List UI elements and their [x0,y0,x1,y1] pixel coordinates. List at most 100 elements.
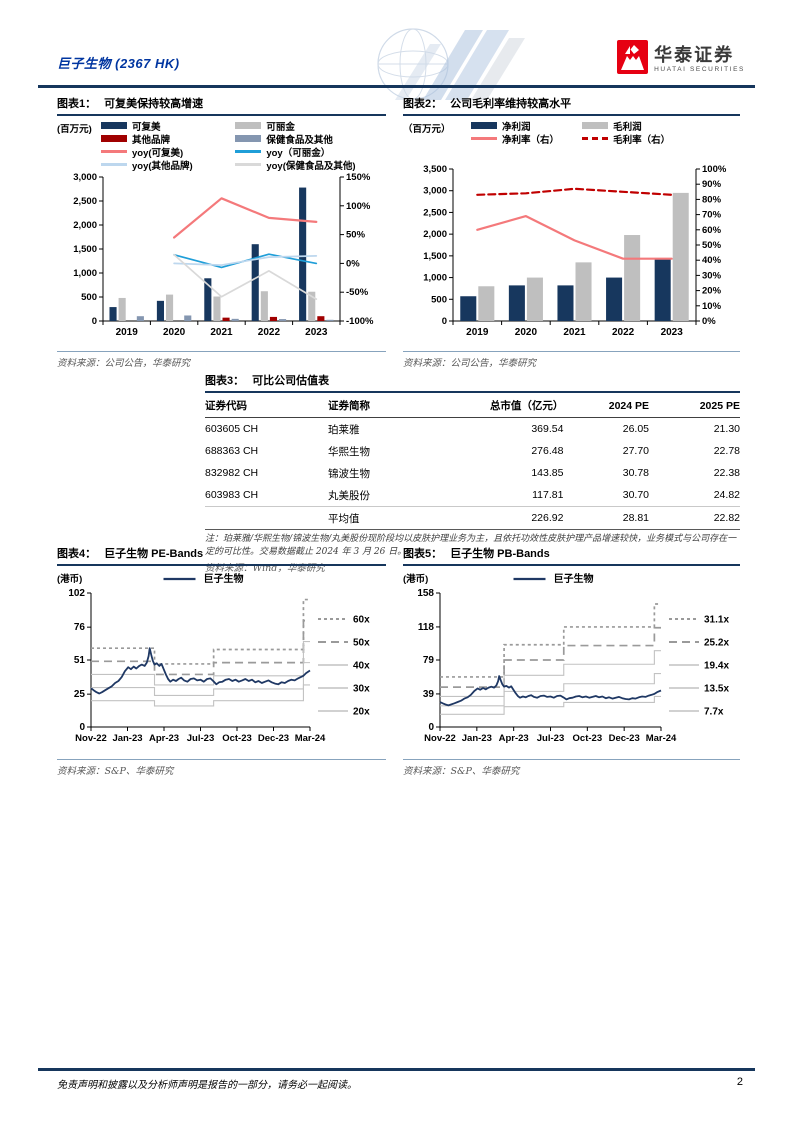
svg-text:100%: 100% [702,164,727,175]
page-number: 2 [736,1076,743,1088]
svg-text:25.2x: 25.2x [704,638,729,649]
legend-line-swatch [471,137,497,140]
huatai-logo-mark [617,40,649,79]
legend-item: yoy(其他品牌) [101,159,229,172]
figure2-title: 公司毛利率维持较高水平 [450,98,572,110]
svg-text:31.1x: 31.1x [704,615,729,626]
legend-label: 保健食品及其他 [266,134,333,146]
figure4-title: 巨子生物 PE-Bands [104,548,204,560]
svg-text:-50%: -50% [346,287,369,298]
legend-label: 毛利率（右） [613,134,671,146]
svg-text:2023: 2023 [305,327,328,338]
table-header-row: 证券代码 证券简称 总市值（亿元） 2024 PE 2025 PE [205,395,740,418]
svg-text:3,000: 3,000 [423,186,447,197]
svg-text:30x: 30x [353,684,370,695]
figure1-header: 图表1： 可复美保持较高增速 [57,95,386,116]
svg-text:Nov-22: Nov-22 [75,733,107,744]
svg-text:Dec-23: Dec-23 [609,733,640,744]
table-cell: 平均值 [328,506,441,530]
figure3-label: 图表3： [205,375,245,387]
footer-divider [38,1068,755,1071]
svg-text:2,500: 2,500 [423,207,447,218]
svg-text:2021: 2021 [210,327,233,338]
figure2-chart: （百万元） 净利润 毛利润 净利率（右） 毛利率（右） 0 500 1,000 1,500 2… [403,119,740,347]
legend-item: yoy(保健食品及其他) [235,159,386,172]
svg-text:60%: 60% [702,225,722,236]
svg-text:Dec-23: Dec-23 [258,733,289,744]
svg-text:巨子生物: 巨子生物 [554,572,594,585]
legend-bar-swatch [235,122,262,129]
svg-text:51: 51 [74,655,86,666]
legend-label: 净利润 [502,121,531,133]
svg-text:1,000: 1,000 [73,268,97,279]
svg-text:30%: 30% [702,270,722,281]
logo-text-en: HUATAI SECURITIES [654,65,745,73]
svg-text:0: 0 [79,722,85,733]
table-cell: 30.78 [622,467,650,479]
svg-text:76: 76 [74,622,86,633]
table-cell: 832982 CH [205,467,259,479]
svg-text:13.5x: 13.5x [704,684,729,695]
figure5-unit: (港币) [403,574,429,585]
legend-item: 保健食品及其他 [235,133,386,146]
legend-item: 毛利率（右） [582,133,716,146]
table-cell: 22.78 [713,445,740,457]
figure1-source: 资料来源：公司公告，华泰研究 [57,351,386,369]
svg-text:19.4x: 19.4x [704,661,729,672]
figure4-unit: (港币) [57,574,83,585]
svg-text:2,500: 2,500 [73,196,97,207]
logo-text-cn: 华泰证券 [654,44,735,65]
legend-bar-swatch [235,135,262,142]
svg-text:80%: 80% [702,194,722,205]
svg-text:0%: 0% [346,258,360,269]
svg-text:158: 158 [417,588,434,599]
report-title: 巨子生物 (2367 HK) [57,56,180,71]
legend-line-swatch [235,150,262,153]
disclaimer-text: 免责声明和披露以及分析师声明是报告的一部分，请务必一起阅读。 [57,1080,357,1091]
svg-text:Jul-23: Jul-23 [537,733,564,744]
svg-text:7.7x: 7.7x [704,707,724,718]
legend-item: yoy（可丽金） [235,146,386,159]
table-cell: 22.82 [649,506,740,530]
table-row: 688363 CH 华熙生物 276.48 27.70 22.78 [205,440,740,462]
table-cell: 603983 CH [205,489,259,501]
svg-text:2019: 2019 [116,327,139,338]
figure3-source: 资料来源：Wind，华泰研究 [205,563,325,575]
figure5-source: 资料来源：S&P、华泰研究 [403,759,740,777]
table-cell: 226.92 [440,506,564,530]
svg-text:500: 500 [81,292,97,303]
table-row: 平均值 226.92 28.81 22.82 [205,506,740,530]
figure1-chart: (百万元) 可复美 可丽金 其他品牌 保健食品及其他 yoy(可复美) yoy（可丽金） y… [57,119,386,347]
table-row: 832982 CH 锦波生物 143.85 30.78 22.38 [205,462,740,484]
svg-text:Mar-24: Mar-24 [295,733,326,744]
svg-text:Jan-23: Jan-23 [462,733,492,744]
figure2-source: 资料来源：公司公告，华泰研究 [403,351,740,369]
table-cell: 21.30 [713,423,740,435]
table-cell: 24.82 [713,489,740,501]
figure3-title: 可比公司估值表 [252,375,330,387]
svg-text:102: 102 [68,588,85,599]
svg-text:25: 25 [74,689,86,700]
table-cell: 26.05 [622,423,650,435]
figure1-section: 图表1： 可复美保持较高增速 (百万元) 可复美 可丽金 其他品牌 保健食品及其他 yo… [57,95,386,369]
svg-text:2,000: 2,000 [423,229,447,240]
svg-text:-100%: -100% [346,316,374,327]
table-cell: 28.81 [563,506,650,530]
figure2-legend: 净利润 毛利润 净利率（右） 毛利率（右） [471,120,710,146]
table-cell: 锦波生物 [328,467,371,480]
svg-text:50x: 50x [353,638,370,649]
svg-text:0: 0 [442,316,447,327]
svg-text:90%: 90% [702,179,722,190]
figure4-source: 资料来源：S&P、华泰研究 [57,759,386,777]
legend-item: 可复美 [101,120,229,133]
table-column-header: 证券简称 [328,395,441,418]
svg-text:70%: 70% [702,210,722,221]
svg-text:Nov-22: Nov-22 [424,733,456,744]
svg-text:118: 118 [418,622,435,633]
svg-text:1,000: 1,000 [423,273,447,284]
svg-text:Jan-23: Jan-23 [112,733,142,744]
figure5-label: 图表5： [403,548,443,560]
svg-text:3,000: 3,000 [73,172,97,183]
figure1-label: 图表1： [57,98,97,110]
